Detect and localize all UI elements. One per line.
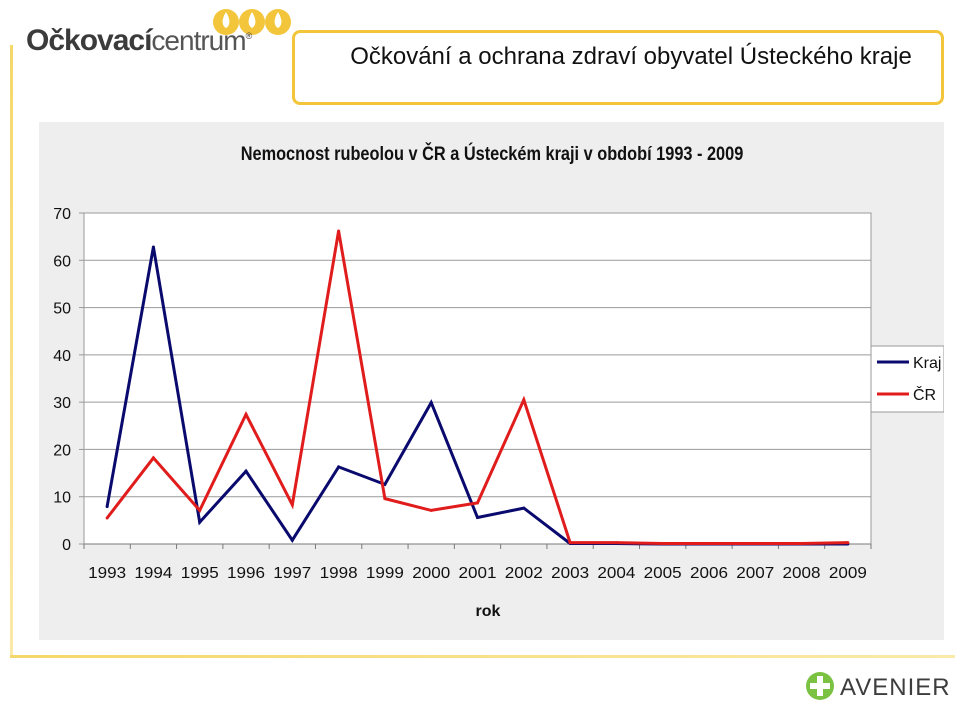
data-point: [753, 542, 757, 546]
logo-brand-bold: Očkovací: [26, 24, 152, 57]
y-tick-label: 50: [53, 301, 71, 318]
y-tick-label: 60: [53, 253, 71, 270]
x-tick-label: 1994: [134, 565, 172, 582]
chart-title: Nemocnost rubeolou v ČR a Ústeckém kraji…: [241, 142, 744, 165]
x-tick-label: 2007: [736, 565, 774, 582]
legend-label: Kraj: [913, 355, 941, 372]
x-tick-label: 2004: [597, 565, 635, 582]
x-tick-label: 1998: [320, 565, 358, 582]
avenier-logo: AVENIER: [804, 668, 954, 709]
data-point: [429, 401, 433, 405]
data-point: [244, 412, 248, 416]
data-point: [244, 469, 248, 473]
ockovaci-centrum-logo: Očkovacícentrum®: [22, 2, 297, 62]
x-tick-label: 1999: [366, 565, 404, 582]
line-chart: Nemocnost rubeolou v ČR a Ústeckém kraji…: [53, 142, 944, 620]
legend-label: ČR: [913, 385, 936, 404]
y-tick-label: 20: [53, 442, 71, 459]
x-tick-label: 2009: [829, 565, 867, 582]
y-tick-label: 70: [53, 206, 71, 223]
data-point: [661, 542, 665, 546]
x-tick-label: 1997: [273, 565, 311, 582]
frame-line-left: [10, 45, 13, 657]
data-point: [151, 456, 155, 460]
data-point: [383, 482, 387, 486]
data-point: [151, 245, 155, 249]
legend-box: [870, 345, 944, 413]
data-point: [476, 516, 479, 520]
data-point: [800, 542, 804, 546]
header-box: Očkování a ochrana zdraví obyvatel Ústec…: [292, 30, 944, 105]
data-point: [105, 505, 109, 509]
data-point: [522, 506, 526, 510]
data-point: [614, 541, 618, 545]
data-point: [476, 501, 479, 505]
drops-icon: [213, 9, 291, 35]
x-tick-label: 1993: [88, 565, 126, 582]
data-point: [568, 541, 572, 545]
x-tick-label: 1996: [227, 565, 265, 582]
page-title: Očkování a ochrana zdraví obyvatel Ústec…: [350, 43, 912, 70]
data-point: [337, 465, 341, 469]
avenier-logo-graphic: AVENIER: [806, 672, 951, 701]
avenier-wordmark: AVENIER: [840, 674, 951, 701]
x-tick-label: 1995: [181, 565, 219, 582]
x-tick-label: 2001: [459, 565, 497, 582]
logo-brand-light: centrum: [151, 25, 246, 56]
x-axis-label: rok: [476, 603, 501, 620]
data-point: [290, 503, 294, 507]
frame-line-bottom: [10, 655, 955, 658]
data-point: [105, 516, 109, 520]
x-tick-label: 2002: [505, 565, 543, 582]
plot-area: [83, 212, 872, 545]
x-tick-label: 2003: [551, 565, 589, 582]
logo-registered: ®: [245, 31, 253, 41]
y-tick-label: 10: [53, 490, 71, 507]
data-point: [337, 229, 341, 233]
data-point: [198, 508, 202, 512]
data-point: [383, 497, 387, 501]
data-point: [290, 538, 294, 542]
data-point: [522, 398, 526, 402]
y-tick-label: 0: [62, 537, 71, 554]
data-point: [707, 542, 711, 546]
x-tick-label: 2008: [783, 565, 821, 582]
x-tick-label: 2005: [644, 565, 682, 582]
x-tick-label: 2006: [690, 565, 728, 582]
data-point: [198, 520, 202, 524]
logo-text: Očkovacícentrum®: [26, 24, 253, 58]
data-point: [429, 508, 433, 512]
x-tick-label: 2000: [412, 565, 450, 582]
chart-panel: Nemocnost rubeolou v ČR a Ústeckém kraji…: [39, 122, 944, 640]
y-tick-label: 40: [53, 348, 71, 365]
y-tick-label: 30: [53, 395, 71, 412]
data-point: [846, 541, 850, 545]
